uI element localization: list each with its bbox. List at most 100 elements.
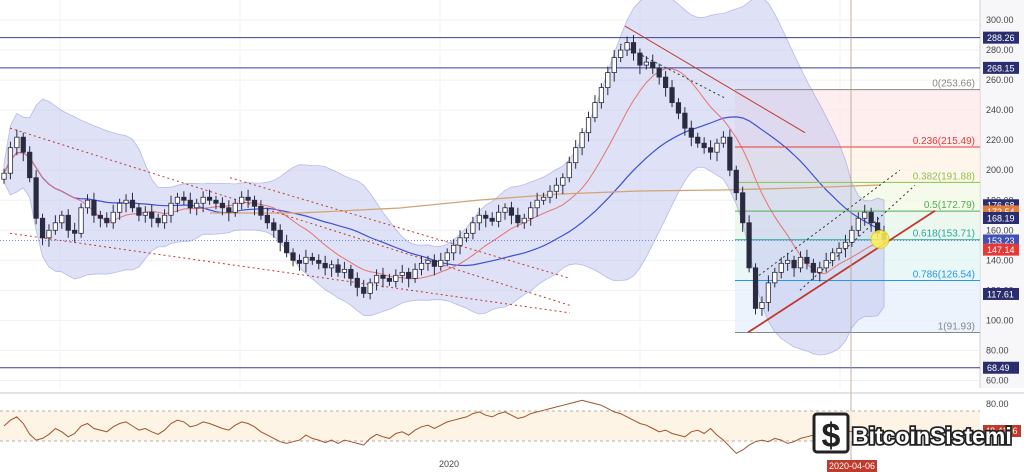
candle (733, 169, 739, 194)
candle (682, 112, 688, 129)
price-tag-label: 288.26 (987, 33, 1015, 43)
svg-text:$: $ (822, 417, 841, 455)
ma-200-line (210, 184, 881, 214)
candle (290, 252, 296, 261)
price-tag-label: 68.49 (987, 363, 1010, 373)
candle (695, 136, 701, 144)
candle (72, 229, 78, 234)
candle (328, 264, 335, 269)
candle (451, 244, 457, 254)
candle (91, 199, 97, 216)
candle (707, 147, 714, 153)
candle (650, 61, 656, 69)
candle (20, 136, 26, 153)
candle (142, 211, 148, 216)
candle (823, 259, 829, 269)
candle (386, 277, 393, 282)
candle (46, 229, 52, 239)
fib-level-label: 0.382(191.88) (913, 171, 975, 182)
candle (727, 136, 733, 171)
candle (406, 271, 412, 279)
candle (585, 117, 592, 134)
candle (104, 217, 110, 224)
price-tag: 153.23 (983, 234, 1019, 247)
candle (277, 229, 283, 243)
candle (521, 217, 527, 224)
candle (284, 241, 290, 254)
candle (161, 214, 168, 224)
date-tag-label: 2020-04-06 (829, 461, 875, 471)
candle (862, 211, 868, 219)
candle (457, 237, 463, 246)
candle (367, 282, 373, 294)
candle (431, 259, 437, 267)
price-tag: 117.61 (983, 287, 1019, 300)
rsi-tick-label: 80.00 (986, 399, 1009, 409)
price-tag-label: 153.23 (987, 236, 1015, 246)
candle (206, 196, 213, 201)
candle (84, 199, 91, 209)
price-tag: 288.26 (983, 31, 1019, 44)
candle (463, 232, 470, 239)
price-tag: 147.14 (983, 243, 1019, 256)
candle (296, 259, 303, 264)
candle (528, 207, 534, 219)
candle (540, 196, 547, 201)
candle (27, 151, 33, 179)
candle (476, 214, 482, 224)
candle (483, 214, 489, 219)
bitcoin-logo-icon: $ (812, 412, 850, 455)
candle (534, 199, 540, 209)
candle (348, 268, 354, 279)
candle (643, 61, 649, 66)
candle (444, 252, 450, 261)
candle (746, 222, 752, 269)
candle (611, 57, 617, 73)
candle (373, 274, 380, 284)
candle (785, 259, 791, 264)
price-tag: 168.19 (983, 211, 1019, 224)
candle (59, 214, 65, 224)
wedge-dotted-upper-line (754, 169, 901, 279)
candle (14, 136, 20, 149)
price-tick-label: 220.00 (986, 135, 1014, 145)
candle (470, 222, 476, 234)
fib-level-label: 0.618(153.71) (913, 229, 975, 240)
candle (624, 42, 630, 51)
candle (412, 268, 418, 279)
candle (701, 142, 707, 149)
candle (669, 87, 675, 104)
candle (123, 199, 129, 204)
candle (508, 207, 515, 216)
candle (232, 202, 238, 213)
candle (836, 247, 842, 254)
price-tick-label: 240.00 (986, 105, 1014, 115)
x-axis-label: 2020 (439, 459, 459, 469)
candle (849, 229, 855, 243)
candle (868, 211, 874, 224)
candle (393, 274, 399, 282)
candle (258, 205, 264, 216)
price-tag-label: 117.61 (987, 289, 1014, 299)
candle (765, 282, 771, 303)
candle (772, 271, 778, 284)
candle (194, 202, 200, 209)
candle (579, 132, 585, 149)
candle (560, 177, 566, 186)
candle (168, 202, 174, 216)
candle (714, 142, 720, 153)
ascending-support-line (747, 210, 936, 334)
candle (547, 190, 553, 198)
candle (322, 262, 328, 269)
candle (810, 262, 816, 273)
candle (817, 267, 823, 273)
candle (129, 199, 136, 209)
candle (752, 267, 759, 309)
candle (495, 211, 502, 222)
price-tick-label: 280.00 (986, 45, 1014, 55)
candle (855, 217, 861, 231)
highlight-circle (870, 229, 890, 249)
price-tick-label: 300.00 (986, 15, 1014, 25)
price-tag: 68.49 (983, 361, 1019, 374)
